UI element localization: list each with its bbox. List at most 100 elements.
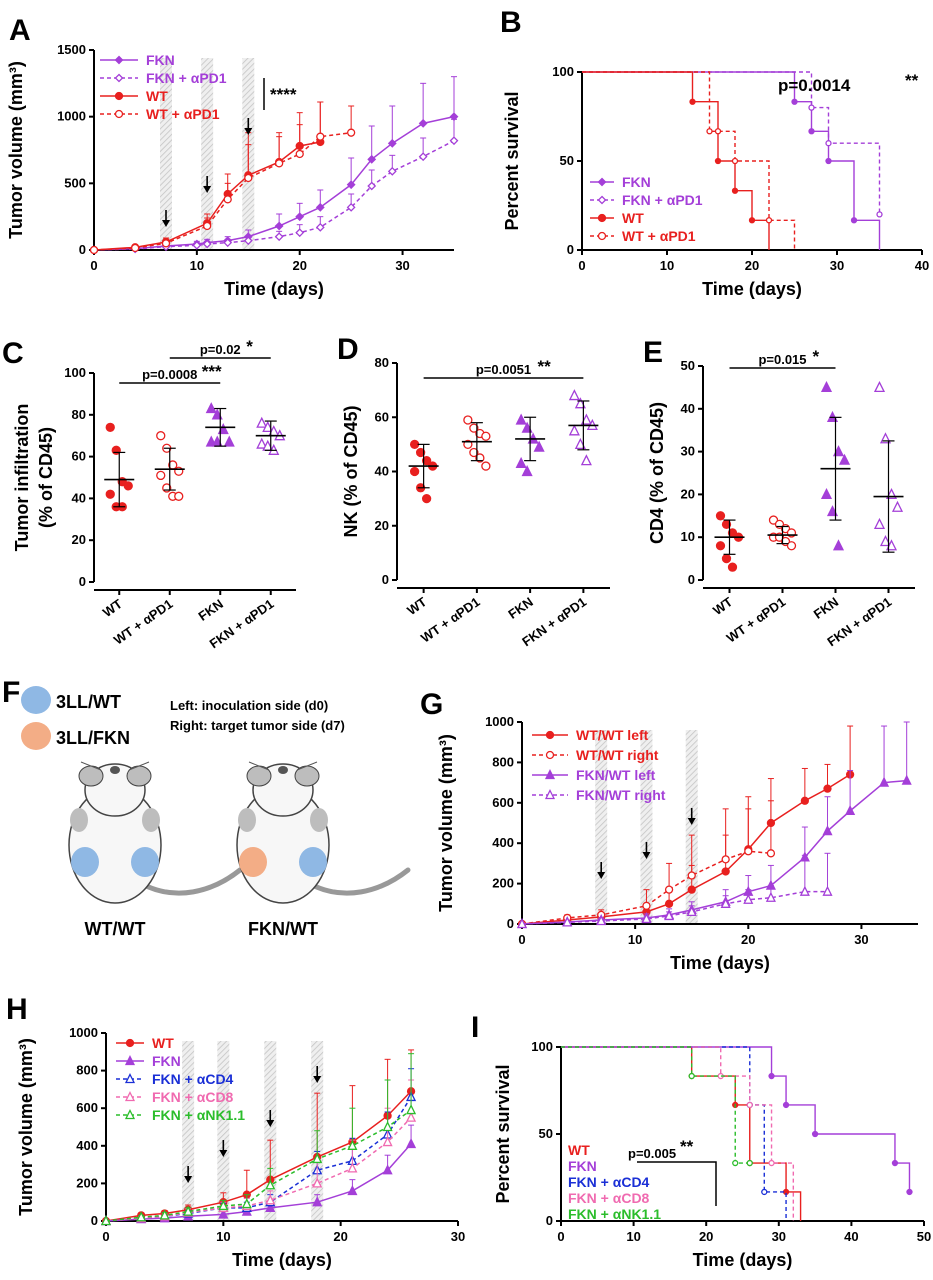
data-point [873,380,886,393]
survival-step [561,1046,750,1164]
data-point [746,1159,753,1167]
data-point [265,1179,276,1190]
data-point [715,541,726,551]
p-value-label: p=0.0014 [778,76,851,95]
y-tick-label: 1000 [57,109,86,124]
group-2 [515,413,546,477]
data-point [597,177,607,187]
data-point [597,231,607,241]
x-tick-label: 40 [844,1229,858,1244]
data-point [714,128,722,135]
mouse-nose [110,766,120,774]
x-tick-label: 20 [699,1229,713,1244]
treatment-arrow-head [266,1120,275,1127]
data-point [105,489,115,499]
legend-entry: FKN + αPD1 [146,70,227,86]
legend-entry: WT [622,210,644,226]
legend-entry: FKN/WT left [576,767,656,783]
group-2 [205,402,236,447]
data-point [664,909,675,921]
axes: 0 200 400 600 800 1000 0 10 20 30 Time (days) Tumor… [16,1025,465,1270]
data-point [265,1201,276,1212]
panel-H: 0 200 400 600 800 1000 0 10 20 30 Time (days) Tumor… [6,993,465,1270]
legend-entry: WT [152,1035,174,1051]
treatment-arrow-head [313,1076,322,1083]
treatment-band [640,730,653,924]
axes: 0 50 100 0 10 20 30 40 Time (days) Percent surviv… [502,64,929,299]
x-tick-label: 20 [741,932,755,947]
treatment-arrow-head [203,186,212,193]
data-point [808,104,815,111]
data-point [721,855,730,864]
data-point [515,456,527,469]
series-3 [516,852,833,929]
p-value-label: p=0.005 [628,1146,676,1161]
data-point [822,825,833,836]
data-point [891,500,904,512]
legend-swatch [21,686,51,714]
data-point [799,885,810,896]
data-point [715,511,726,521]
treatment-bands [182,1041,324,1221]
data-point [469,423,479,433]
data-point [782,1101,790,1109]
data-point [597,195,607,205]
y-tick-label: 0 [567,242,574,257]
data-point [161,239,171,248]
x-tick-label: 20 [745,258,759,273]
x-tick-label: 30 [395,258,409,273]
data-point [544,769,556,780]
series-3 [100,1079,417,1226]
survival-step [582,71,881,215]
legend-entry: WT + αPD1 [146,106,220,122]
data-point [100,1215,112,1226]
legend: FKN FKN + αPD1 WT WT + αPD1 [590,174,703,244]
y-tick-label: 40 [681,401,695,416]
data-point [687,871,696,880]
series-2 [100,1068,417,1226]
data-point [347,1139,358,1150]
data-point [768,1072,775,1080]
x-tick-label: FKN [811,594,841,622]
data-point [822,885,833,896]
legend-entry: FKN + αPD1 [622,192,703,208]
group-0 [714,511,745,572]
y-tick-label: 200 [76,1175,98,1190]
data-point [125,1038,135,1048]
x-tick-label: 30 [830,258,844,273]
panel-G: 0 200 400 600 800 1000 0 10 20 30 Time (days) Tumor… [420,688,918,973]
data-point [406,1104,417,1115]
mouse-nose [278,766,288,774]
data-point [832,539,845,551]
series-1 [582,71,883,218]
legend: FKN FKN + αPD1 WT WT + αPD1 [100,52,227,122]
data-point [597,213,607,223]
y-tick-label: 50 [681,358,695,373]
data-point [418,118,428,128]
data-point [105,422,115,432]
y-tick-label: 60 [375,409,389,424]
data-point [217,422,229,435]
x-tick-label: WT + αPD1 [724,594,789,645]
data-point [205,402,217,414]
legend-entry: FKN + αCD4 [568,1174,650,1190]
tumor-right [131,847,159,877]
data-point [256,416,268,428]
x-tick-label: WT + αPD1 [418,594,483,645]
data-point [316,132,325,141]
data-point [156,431,166,441]
y-tick-label: 0 [507,916,514,931]
treatment-arrow-head [687,818,696,825]
legend-entry: WT/WT right [576,747,659,763]
treatment-arrow-head [219,1150,228,1157]
data-point [123,481,133,491]
data-point [873,517,886,530]
treatment-arrow-head [184,1176,193,1183]
panel-label: D [337,333,359,366]
x-tick-label: 0 [557,1229,564,1244]
data-point [545,750,555,760]
y-tick-label: 20 [681,486,695,501]
data-point [664,885,674,894]
x-axis-title: Time (days) [224,279,324,299]
